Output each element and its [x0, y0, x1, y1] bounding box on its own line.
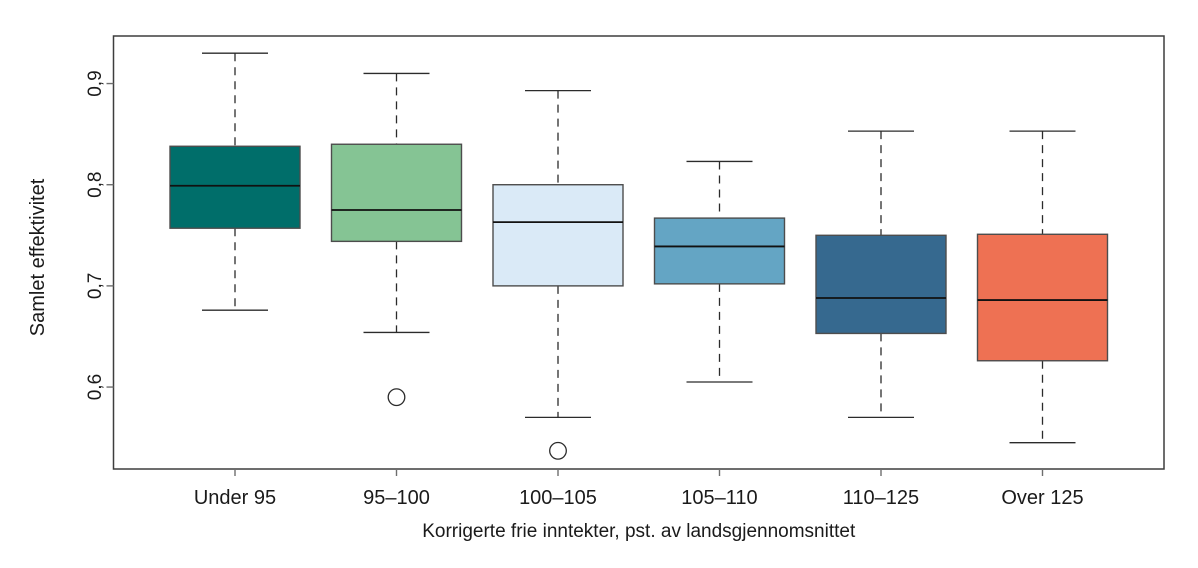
- x-category-label: 95–100: [363, 487, 430, 509]
- iqr-box: [492, 184, 624, 287]
- y-tick-label: 0,7: [85, 273, 106, 299]
- plot-frame: [112, 35, 1165, 470]
- y-tick-label: 0,9: [85, 70, 106, 96]
- y-tick-label: 0,6: [85, 374, 106, 400]
- x-category-label: Over 125: [1001, 487, 1083, 509]
- x-axis-title: Korrigerte frie inntekter, pst. av lands…: [422, 521, 856, 542]
- x-category-label: 100–105: [519, 487, 597, 509]
- iqr-box: [653, 217, 786, 285]
- iqr-box: [815, 234, 947, 335]
- iqr-box: [330, 143, 463, 243]
- iqr-box: [169, 145, 301, 229]
- x-category-label: Under 95: [194, 487, 276, 509]
- iqr-box: [976, 233, 1109, 362]
- y-tick-label: 0,8: [85, 172, 106, 198]
- outlier-point: [387, 388, 406, 407]
- x-category-label: 110–125: [843, 487, 919, 509]
- y-axis-title: Samlet effektivitet: [27, 178, 49, 336]
- x-category-label: 105–110: [681, 487, 757, 509]
- outlier-point: [549, 441, 567, 460]
